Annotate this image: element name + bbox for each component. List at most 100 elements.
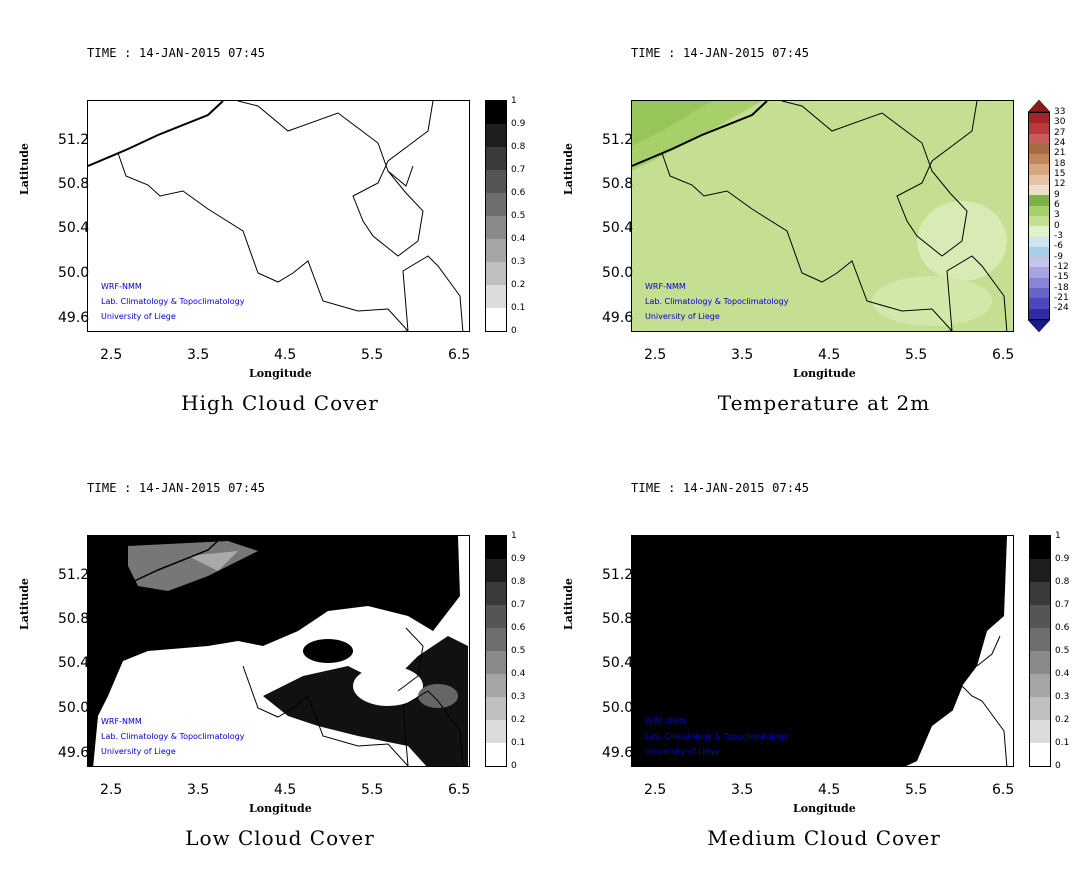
- colorbar-label: 18: [1054, 159, 1066, 169]
- credit-university: University of Liege: [101, 312, 176, 321]
- colorbar-label: 0.9: [1055, 554, 1070, 564]
- time-label: TIME : 14-JAN-2015 07:45: [87, 46, 266, 60]
- x-tick: 2.5: [644, 347, 667, 363]
- y-tick: 50.0: [602, 700, 634, 716]
- temperature-map: [632, 101, 1013, 331]
- x-tick: 3.5: [731, 782, 754, 798]
- y-tick: 50.8: [602, 611, 634, 627]
- colorbar-label: 0.4: [1055, 669, 1070, 679]
- colorbar-label: -18: [1054, 283, 1069, 293]
- colorbar-temperature: [1028, 112, 1050, 320]
- colorbar-label: 0.9: [511, 119, 526, 129]
- x-tick: 5.5: [361, 347, 384, 363]
- x-tick: 4.5: [274, 347, 297, 363]
- colorbar-label: 0.6: [511, 623, 526, 633]
- panel-title: High Cloud Cover: [181, 391, 379, 415]
- credit-model: WRF-NMM: [101, 717, 142, 726]
- x-tick: 3.5: [187, 782, 210, 798]
- colorbar-label: 6: [1054, 200, 1060, 210]
- map-plot: [87, 535, 470, 767]
- x-tick: 6.5: [448, 347, 471, 363]
- colorbar-label: 0.7: [511, 600, 526, 610]
- colorbar-label: 0.2: [511, 715, 526, 725]
- colorbar-label: 3: [1054, 210, 1060, 220]
- x-axis-label: Longitude: [793, 802, 856, 815]
- colorbar-label: 0: [511, 761, 517, 771]
- colorbar-label: -9: [1054, 252, 1063, 262]
- y-tick: 51.2: [602, 132, 634, 148]
- belgium-map-high: [88, 101, 464, 331]
- colorbar-label: 0.3: [511, 692, 526, 702]
- y-tick: 50.4: [58, 655, 90, 671]
- panel-title: Low Cloud Cover: [185, 826, 375, 850]
- map-plot: [631, 100, 1014, 332]
- colorbar-label: 0: [1055, 761, 1061, 771]
- x-tick: 5.5: [905, 782, 928, 798]
- colorbar-label: 0.1: [1055, 738, 1070, 748]
- colorbar-label: 12: [1054, 179, 1066, 189]
- y-tick: 51.2: [58, 567, 90, 583]
- colorbar-label: 0.8: [511, 577, 526, 587]
- y-axis-label: Latitude: [562, 143, 575, 195]
- colorbar-label: 27: [1054, 128, 1066, 138]
- colorbar-label: 21: [1054, 148, 1066, 158]
- panel-temperature: TIME : 14-JAN-2015 07:45 Latitude 51.2 5…: [544, 0, 1084, 430]
- colorbar-label: 0.3: [511, 257, 526, 267]
- map-plot: [87, 100, 470, 332]
- x-axis-label: Longitude: [793, 367, 856, 380]
- credit-model: WRF-NMM: [645, 717, 686, 726]
- colorbar-label: 33: [1054, 107, 1066, 117]
- x-tick: 6.5: [992, 782, 1015, 798]
- colorbar-label: 0.9: [511, 554, 526, 564]
- colorbar-label: 0.7: [1055, 600, 1070, 610]
- y-tick: 50.8: [602, 176, 634, 192]
- colorbar-label: 0.5: [511, 211, 526, 221]
- credit-lab: Lab. Climatology & Topoclimatology: [645, 297, 789, 306]
- panel-title: Medium Cloud Cover: [707, 826, 941, 850]
- colorbar-label: 30: [1054, 117, 1066, 127]
- y-tick: 50.4: [58, 220, 90, 236]
- x-tick: 2.5: [100, 782, 123, 798]
- colorbar-label: -24: [1054, 303, 1069, 313]
- x-tick: 3.5: [187, 347, 210, 363]
- colorbar-label: 1: [511, 96, 517, 106]
- x-tick: 3.5: [731, 347, 754, 363]
- y-tick: 49.6: [602, 745, 634, 761]
- colorbar-label: 0.7: [511, 165, 526, 175]
- x-tick: 5.5: [905, 347, 928, 363]
- y-tick: 50.0: [58, 265, 90, 281]
- x-tick: 6.5: [448, 782, 471, 798]
- y-tick: 50.0: [58, 700, 90, 716]
- colorbar-label: 0.6: [1055, 623, 1070, 633]
- colorbar-label: 0.4: [511, 669, 526, 679]
- x-tick: 4.5: [274, 782, 297, 798]
- map-plot: [631, 535, 1014, 767]
- colorbar-label: 24: [1054, 138, 1066, 148]
- colorbar-top-arrow: [1028, 100, 1050, 112]
- y-tick: 50.0: [602, 265, 634, 281]
- y-tick: 50.8: [58, 611, 90, 627]
- x-tick: 4.5: [818, 347, 841, 363]
- colorbar-label: -15: [1054, 272, 1069, 282]
- colorbar-label: 9: [1054, 190, 1060, 200]
- colorbar-label: 0: [511, 326, 517, 336]
- colorbar-label: 15: [1054, 169, 1066, 179]
- credit-model: WRF-NMM: [645, 282, 686, 291]
- credit-model: WRF-NMM: [101, 282, 142, 291]
- colorbar-bottom-arrow: [1028, 320, 1050, 332]
- colorbar-label: -6: [1054, 241, 1063, 251]
- colorbar-label: 0.2: [511, 280, 526, 290]
- credit-lab: Lab. Climatology & Topoclimatology: [101, 297, 245, 306]
- colorbar-label: 0.1: [511, 738, 526, 748]
- colorbar-label: 0.8: [511, 142, 526, 152]
- time-label: TIME : 14-JAN-2015 07:45: [87, 481, 266, 495]
- y-tick: 51.2: [602, 567, 634, 583]
- colorbar-label: 1: [1055, 531, 1061, 541]
- credit-university: University of Liege: [101, 747, 176, 756]
- colorbar-label: 0.2: [1055, 715, 1070, 725]
- time-label: TIME : 14-JAN-2015 07:45: [631, 46, 810, 60]
- y-tick: 50.4: [602, 655, 634, 671]
- x-axis-label: Longitude: [249, 802, 312, 815]
- colorbar-label: -21: [1054, 293, 1069, 303]
- x-tick: 6.5: [992, 347, 1015, 363]
